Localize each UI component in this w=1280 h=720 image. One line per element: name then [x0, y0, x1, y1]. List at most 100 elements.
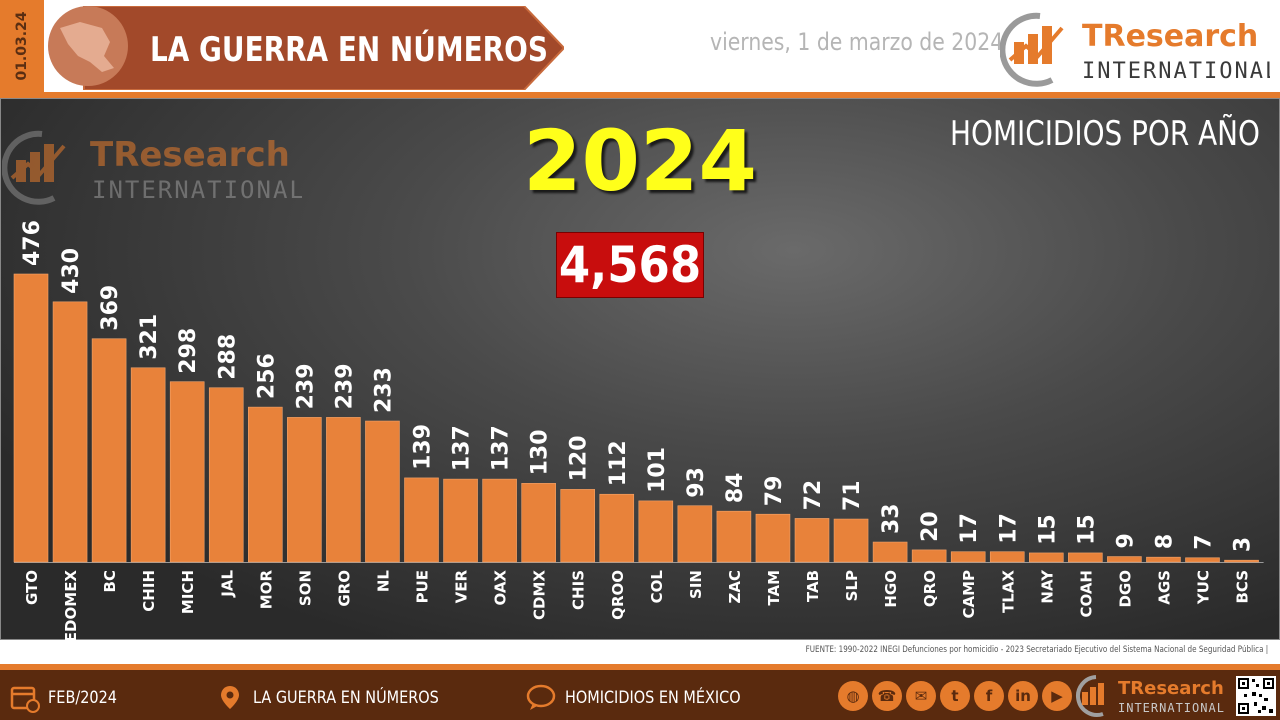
category-label-coah: COAH — [1077, 570, 1095, 618]
source-strip: FUENTE: 1990-2022 INEGI Defunciones por … — [0, 640, 1280, 664]
mail-icon[interactable]: ✉ — [906, 681, 936, 711]
bar-yuc — [1185, 557, 1220, 563]
data-label-gto: 476 — [20, 220, 45, 266]
data-label-chis: 120 — [567, 435, 592, 481]
data-label-slp: 71 — [840, 480, 865, 511]
data-label-tab: 72 — [801, 480, 826, 511]
category-label-tam: TAM — [765, 570, 783, 606]
data-label-mich: 298 — [176, 328, 201, 374]
facebook-icon[interactable]: f — [974, 681, 1004, 711]
data-label-nay: 15 — [1035, 514, 1060, 545]
data-label-cdmx: 130 — [528, 429, 553, 475]
header: 01.03.24 LA GUERRA EN NÚMEROS viernes, 1… — [0, 0, 1280, 92]
svg-text:TResearch: TResearch — [90, 135, 290, 175]
bar-gro — [326, 417, 361, 563]
twitter-icon[interactable]: t — [940, 681, 970, 711]
data-label-ags: 8 — [1152, 534, 1177, 549]
data-label-oax: 137 — [489, 425, 514, 471]
bar-tlax — [989, 551, 1025, 563]
logo-sub-text: INTERNATIONAL — [1082, 59, 1270, 84]
calendar-icon — [10, 686, 40, 713]
footer: FEB/2024 LA GUERRA EN NÚMEROS HOMICIDIOS… — [0, 664, 1280, 720]
category-label-edomex: EDOMEX — [62, 570, 80, 640]
category-label-mor: MOR — [257, 570, 275, 610]
category-label-chih: CHIH — [140, 570, 158, 612]
bar-zac — [716, 510, 752, 563]
bar-coah — [1068, 552, 1103, 563]
bar-chart: 476 GTO 430 EDOMEX 369 BC 321 CHIH 298 MICH 288 JAL… — [13, 220, 1264, 640]
total-value: 4,568 — [558, 236, 702, 294]
data-label-qroo: 112 — [606, 440, 631, 486]
category-label-yuc: YUC — [1195, 570, 1213, 605]
phone-icon[interactable]: ☎ — [872, 681, 902, 711]
bar-nay — [1029, 552, 1064, 563]
data-label-son: 239 — [293, 363, 318, 409]
bar-qro — [911, 549, 947, 563]
data-label-hgo: 33 — [879, 503, 904, 534]
youtube-icon[interactable]: ▶ — [1042, 681, 1072, 711]
bar-chih — [130, 367, 166, 563]
title-banner — [48, 6, 564, 90]
category-label-camp: CAMP — [960, 570, 978, 619]
bar-qroo — [599, 493, 635, 563]
category-label-ags: AGS — [1155, 570, 1173, 605]
category-label-tab: TAB — [804, 570, 822, 602]
data-label-gro: 239 — [332, 363, 357, 409]
bar-sin — [677, 505, 713, 563]
data-label-nl: 233 — [371, 367, 396, 413]
footer-topic-label: HOMICIDIOS EN MÉXICO — [565, 688, 741, 708]
footer-section: LA GUERRA EN NÚMEROS — [215, 680, 472, 716]
category-label-qroo: QROO — [609, 570, 627, 620]
bar-slp — [833, 518, 869, 563]
category-label-bc: BC — [101, 570, 119, 592]
data-label-tlax: 17 — [996, 513, 1021, 544]
logo-brand-text: TResearch — [1082, 19, 1258, 54]
globe-icon[interactable]: ◍ — [838, 681, 868, 711]
data-label-qro: 20 — [918, 511, 943, 542]
qr-code-icon[interactable] — [1236, 676, 1276, 716]
bar-edomex — [52, 301, 88, 563]
category-label-son: SON — [296, 570, 314, 606]
bar-cdmx — [521, 483, 556, 563]
source-note: FUENTE: 1990-2022 INEGI Defunciones por … — [805, 645, 1268, 655]
data-label-ver: 137 — [450, 425, 475, 471]
banner-title: LA GUERRA EN NÚMEROS — [150, 30, 548, 70]
category-label-nay: NAY — [1038, 569, 1056, 604]
data-label-tam: 79 — [762, 476, 787, 507]
category-label-gro: GRO — [335, 570, 353, 607]
bar-ags — [1146, 556, 1181, 563]
category-label-cdmx: CDMX — [531, 570, 549, 620]
category-label-dgo: DGO — [1116, 570, 1134, 608]
category-label-bcs: BCS — [1234, 570, 1252, 604]
data-label-col: 101 — [645, 447, 670, 493]
data-label-dgo: 9 — [1113, 533, 1138, 548]
tresearch-logo: TResearch INTERNATIONAL — [1000, 12, 1270, 87]
svg-text:INTERNATIONAL: INTERNATIONAL — [1118, 701, 1224, 715]
bar-jal — [208, 387, 244, 563]
total-badge: 4,568 — [556, 232, 704, 298]
data-label-sin: 93 — [684, 467, 709, 498]
bar-col — [638, 500, 674, 563]
bar-hgo — [872, 541, 908, 563]
bar-bc — [91, 338, 127, 563]
category-label-col: COL — [648, 570, 666, 604]
bar-oax — [482, 478, 517, 563]
footer-section-label: LA GUERRA EN NÚMEROS — [253, 688, 439, 708]
category-label-qro: QRO — [921, 570, 939, 607]
category-label-tlax: TLAX — [999, 570, 1017, 613]
category-label-chis: CHIS — [570, 570, 588, 610]
data-label-mor: 256 — [254, 353, 279, 399]
data-label-edomex: 430 — [59, 248, 84, 294]
bar-mich — [169, 381, 205, 563]
footer-topic: HOMICIDIOS EN MÉXICO — [525, 680, 772, 716]
date-tab: 01.03.24 — [0, 0, 44, 92]
data-label-coah: 15 — [1074, 514, 1099, 545]
bar-bcs — [1224, 559, 1259, 563]
linkedin-icon[interactable]: in — [1008, 681, 1038, 711]
chart-title: 2024 — [523, 112, 757, 210]
data-label-bc: 369 — [98, 285, 123, 331]
bar-ver — [443, 478, 478, 563]
bar-dgo — [1107, 556, 1142, 563]
category-label-nl: NL — [374, 570, 392, 593]
chart-subtitle: HOMICIDIOS POR AÑO — [950, 114, 1260, 154]
